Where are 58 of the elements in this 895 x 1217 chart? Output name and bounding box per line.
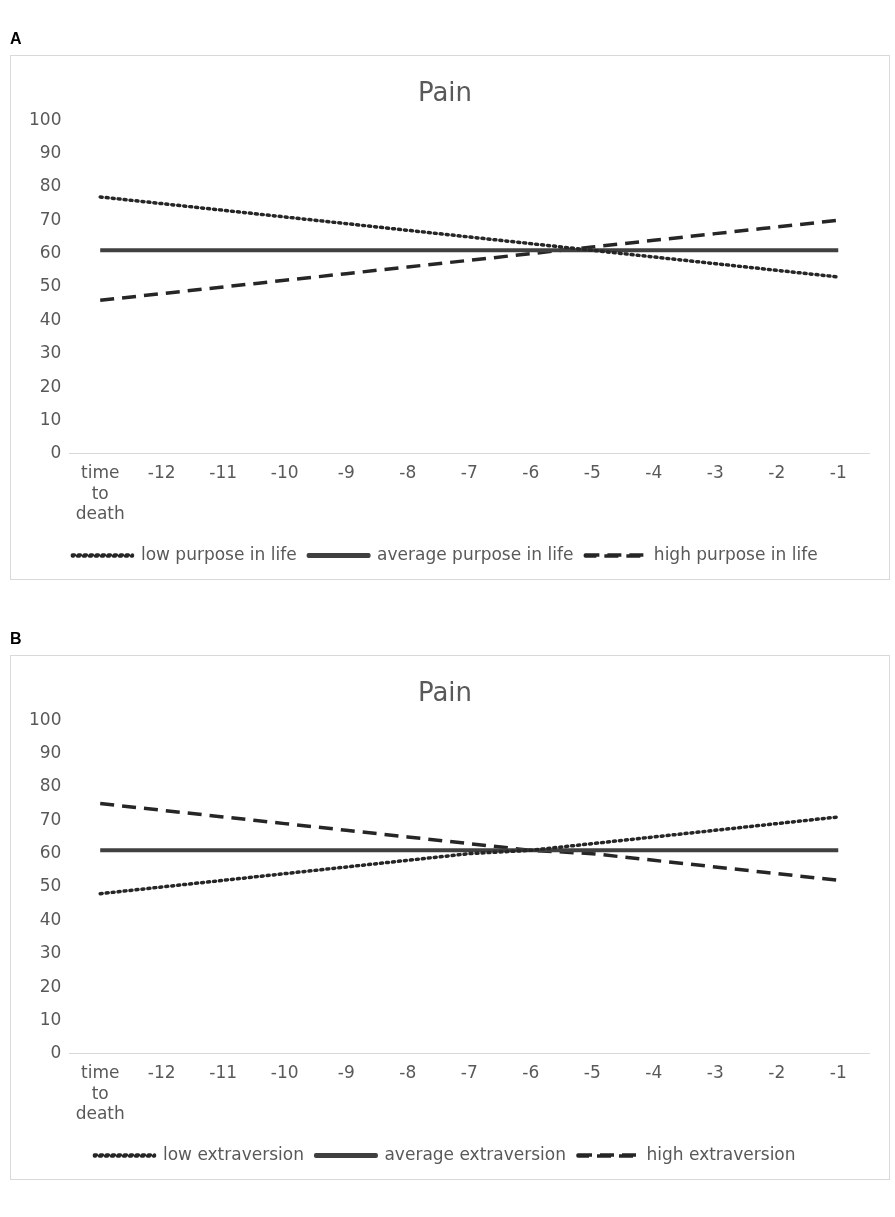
y-tick-label: 100: [28, 108, 62, 129]
legend-label: low extraversion: [162, 1143, 304, 1164]
x-tick-label: -6: [522, 1062, 540, 1083]
x-tick-label: -12: [147, 462, 176, 483]
x-tick-label: -4: [645, 1062, 663, 1083]
x-tick-label: -3: [706, 462, 724, 483]
x-tick-label: -1: [829, 462, 847, 483]
x-tick-label: -3: [706, 1062, 724, 1083]
y-tick-label: 20: [39, 975, 62, 996]
x-tick-label: -7: [460, 462, 478, 483]
y-tick-label: 90: [39, 741, 62, 762]
x-tick-label: -2: [768, 462, 786, 483]
y-tick-label: 10: [39, 1008, 62, 1029]
y-tick-label: 10: [39, 408, 62, 429]
y-tick-label: 80: [39, 175, 62, 196]
x-tick-label: -11: [209, 1062, 238, 1083]
y-tick-label: 50: [39, 275, 62, 296]
y-tick-label: 90: [39, 141, 62, 162]
y-tick-label: 70: [39, 808, 62, 829]
legend-label: low purpose in life: [140, 543, 297, 564]
x-tick-label: time to death: [75, 1062, 125, 1124]
x-tick-label: -9: [337, 1062, 355, 1083]
x-tick-label: -5: [583, 462, 601, 483]
text: A: [10, 30, 22, 48]
legend-label: average extraversion: [384, 1143, 567, 1164]
legend-label: average purpose in life: [377, 543, 574, 564]
y-tick-label: 40: [39, 308, 62, 329]
y-tick-label: 30: [39, 942, 62, 963]
x-tick-label: -1: [829, 1062, 847, 1083]
y-tick-label: 80: [39, 775, 62, 796]
x-tick-label: -10: [270, 462, 299, 483]
x-tick-label: -7: [460, 1062, 478, 1083]
x-tick-label: -8: [399, 462, 417, 483]
x-tick-label: -8: [399, 1062, 417, 1083]
y-tick-label: 40: [39, 908, 62, 929]
x-tick-label: -6: [522, 462, 540, 483]
y-tick-label: 60: [39, 842, 62, 863]
y-tick-label: 70: [39, 208, 62, 229]
text: B: [10, 630, 22, 648]
x-tick-label: -9: [337, 462, 355, 483]
y-tick-label: 0: [50, 442, 62, 463]
y-tick-label: 60: [39, 242, 62, 263]
chart-title: Pain: [417, 77, 473, 108]
legend-label: high purpose in life: [653, 543, 818, 564]
x-tick-label: -11: [209, 462, 238, 483]
x-tick-label: -10: [270, 1062, 299, 1083]
y-tick-label: 0: [50, 1042, 62, 1063]
y-tick-label: 30: [39, 342, 62, 363]
x-tick-label: time to death: [75, 462, 125, 524]
chart-title: Pain: [417, 677, 473, 708]
x-tick-label: -4: [645, 462, 663, 483]
legend-label: high extraversion: [646, 1143, 796, 1164]
x-tick-label: -5: [583, 1062, 601, 1083]
y-tick-label: 50: [39, 875, 62, 896]
x-tick-label: -12: [147, 1062, 176, 1083]
x-tick-label: -2: [768, 1062, 786, 1083]
y-tick-label: 20: [39, 375, 62, 396]
y-tick-label: 100: [28, 708, 62, 729]
